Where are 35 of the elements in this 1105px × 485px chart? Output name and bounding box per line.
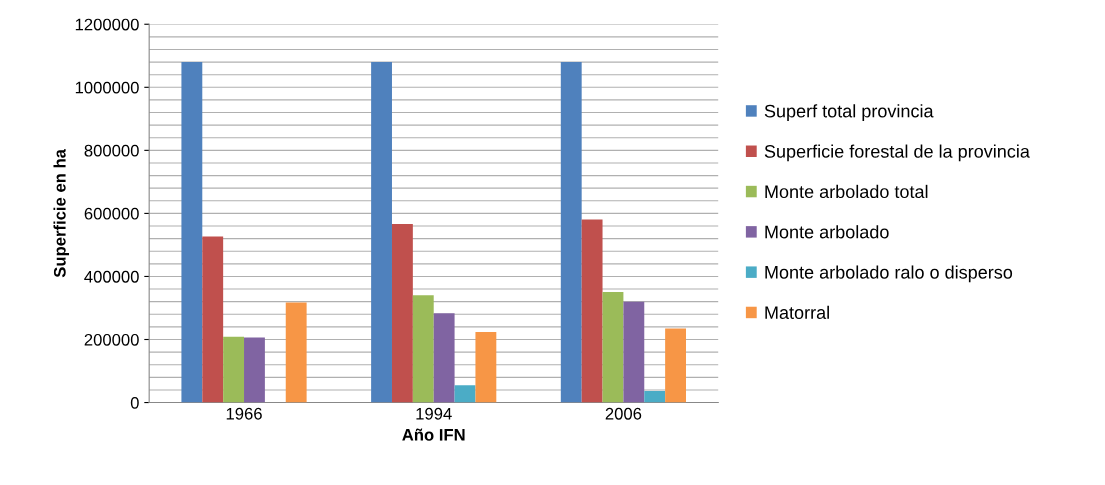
bar: [371, 62, 392, 403]
bar: [223, 336, 245, 403]
y-tick-label: 800000: [84, 144, 139, 157]
bar: [581, 219, 603, 403]
x-tick-label: 1994: [416, 407, 452, 420]
legend-label: Superf total provincia: [764, 104, 934, 122]
legend-label: Monte arbolado: [765, 225, 889, 239]
bar: [644, 390, 666, 403]
bar: [391, 224, 413, 403]
bar: [244, 337, 265, 403]
y-tick-label: 1200000: [75, 18, 139, 31]
bar: [475, 331, 497, 403]
bar: [181, 62, 203, 403]
bar: [665, 328, 686, 403]
legend-label: Monte arbolado ralo o disperso: [765, 265, 1013, 283]
x-tick-label: 2006: [605, 407, 642, 420]
y-tick-label: 1000000: [75, 81, 139, 94]
bar: [602, 291, 624, 403]
bar: [560, 62, 582, 403]
legend-label: Superficie forestal de la provincia: [764, 144, 1030, 162]
x-tick-label: 1966: [226, 407, 262, 420]
y-tick-label: 200000: [84, 333, 139, 346]
bar: [623, 301, 645, 403]
bar: [202, 236, 224, 403]
x-axis-title: Año IFN: [402, 428, 465, 441]
bar: [285, 302, 307, 403]
legend-label: Matorral: [765, 305, 829, 320]
bar: [412, 295, 434, 403]
bar: [454, 385, 476, 403]
bar: [433, 313, 455, 403]
y-axis-title: Superficie en ha: [53, 148, 70, 278]
legend-label: Monte arbolado total: [765, 184, 928, 199]
y-tick-label: 600000: [84, 207, 139, 220]
y-tick-label: 400000: [84, 270, 139, 283]
y-tick-label: 0: [130, 396, 139, 409]
